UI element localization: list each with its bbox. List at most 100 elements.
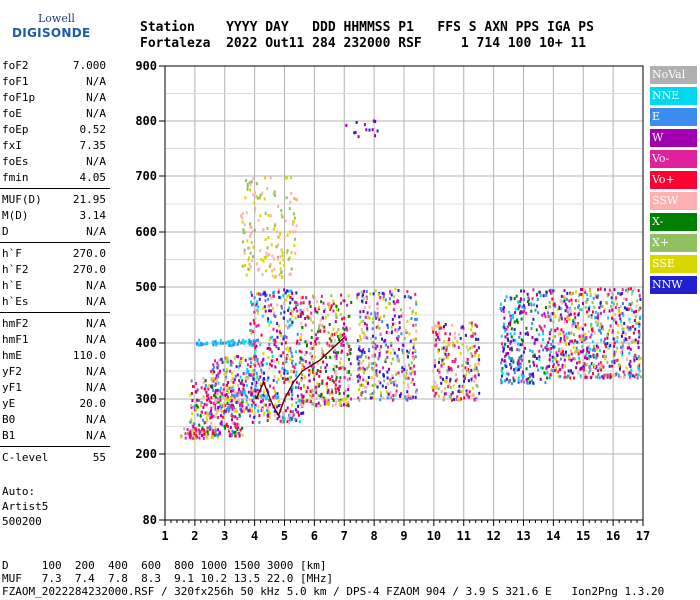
echo-point [527, 332, 529, 336]
echo-point [613, 350, 616, 354]
x-tick-label: 11 [457, 529, 471, 543]
echo-point [243, 391, 246, 395]
echo-point [375, 316, 378, 320]
echo-point [199, 341, 202, 345]
echo-point [258, 414, 261, 418]
echo-point [433, 327, 435, 331]
echo-point [256, 357, 259, 361]
echo-point [189, 436, 192, 440]
echo-point [413, 372, 416, 376]
echo-point [207, 393, 210, 397]
echo-point [575, 366, 578, 370]
echo-point [552, 363, 555, 367]
echo-point [329, 392, 331, 396]
echo-point [596, 316, 599, 320]
echo-point [407, 295, 410, 299]
echo-point [204, 384, 207, 387]
echo-point [510, 382, 513, 386]
param-row: M(D) 3.14 [0, 208, 110, 224]
echo-point [579, 375, 582, 379]
echo-point [293, 197, 296, 200]
echo-point [267, 410, 270, 414]
echo-point [577, 352, 580, 356]
echo-point [283, 371, 286, 375]
echo-point [457, 365, 460, 369]
echo-point [373, 390, 376, 394]
echo-point [391, 376, 394, 379]
echo-point [580, 326, 583, 330]
echo-point [221, 423, 224, 427]
param-name: D [2, 225, 9, 238]
echo-point [504, 329, 507, 333]
echo-point [609, 375, 612, 379]
echo-point [563, 299, 566, 303]
param-row: foEp 0.52 [0, 122, 110, 138]
param-value: N/A [86, 91, 106, 104]
echo-point [239, 403, 241, 407]
echo-point [457, 345, 460, 349]
echo-point [271, 335, 273, 339]
echo-point [388, 302, 391, 306]
echo-point [459, 336, 462, 340]
echo-point [297, 413, 300, 417]
echo-point [238, 339, 240, 343]
echo-point [578, 308, 581, 312]
echo-point [461, 369, 464, 373]
echo-point [325, 355, 328, 359]
echo-point [334, 348, 337, 352]
echo-point [221, 415, 224, 419]
echo-point [275, 380, 278, 384]
echo-point [281, 377, 284, 380]
x-tick-label: 5 [281, 529, 288, 543]
echo-point [599, 365, 602, 369]
echo-point [366, 381, 369, 385]
echo-point [365, 295, 368, 299]
echo-point [229, 425, 232, 429]
echo-point [231, 429, 234, 433]
echo-point [561, 363, 564, 367]
echo-point [314, 342, 317, 346]
echo-point [213, 431, 216, 435]
echo-point [530, 309, 533, 313]
echo-point [325, 363, 328, 367]
echo-point [548, 337, 551, 341]
echo-point [621, 342, 624, 346]
echo-point [628, 320, 631, 324]
echo-point [225, 357, 228, 361]
echo-point [412, 357, 415, 361]
echo-point [600, 338, 603, 342]
echo-point [514, 311, 516, 315]
echo-point [526, 292, 529, 296]
echo-point [536, 364, 538, 368]
echo-point [450, 393, 453, 396]
echo-point [501, 366, 504, 370]
echo-point [327, 313, 330, 317]
echo-point [249, 357, 252, 361]
echo-point [378, 317, 381, 321]
echo-point [362, 370, 365, 374]
echo-point [269, 411, 272, 415]
echo-point [543, 371, 546, 375]
param-separator [0, 242, 110, 243]
echo-point [637, 373, 640, 377]
echo-point [616, 346, 619, 350]
echo-point [628, 346, 631, 350]
echo-point [298, 382, 301, 386]
echo-point [257, 323, 260, 327]
echo-point [261, 273, 264, 276]
echo-point [306, 308, 309, 312]
echo-point [362, 366, 365, 370]
echo-point [212, 363, 215, 367]
echo-point [281, 420, 284, 424]
echo-point [611, 364, 613, 368]
echo-point [286, 233, 289, 237]
echo-point [285, 298, 288, 302]
echo-point [346, 341, 349, 345]
echo-point [245, 376, 247, 380]
echo-point [191, 412, 194, 416]
echo-point [471, 354, 474, 358]
echo-point [333, 380, 336, 384]
axes: 1 2 3 4 5 6 7 8 9 10 11 12 13 14 15 16 17802003004005006… [135, 59, 650, 543]
echo-point [382, 374, 385, 378]
echo-point [238, 387, 240, 391]
